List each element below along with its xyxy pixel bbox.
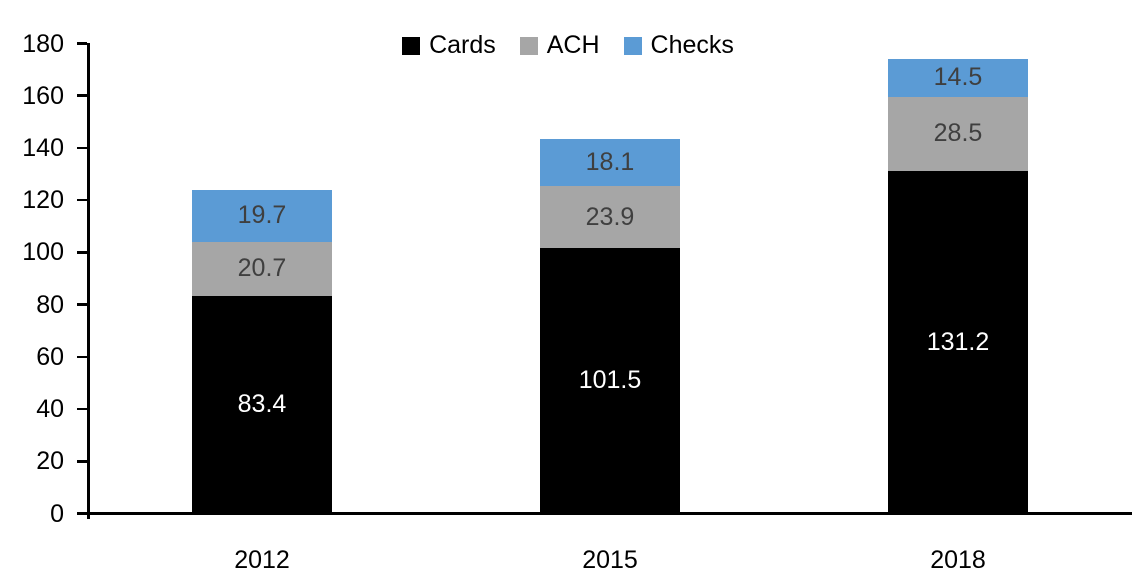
y-axis-tick <box>77 407 87 411</box>
legend-swatch-icon <box>519 36 538 55</box>
bar-value-label: 18.1 <box>585 147 635 176</box>
bar-segment-2015-checks: 18.1 <box>540 138 680 187</box>
legend-label: Checks <box>650 31 734 59</box>
y-axis-tick-label: 0 <box>50 499 64 528</box>
bar-value-label: 20.7 <box>237 254 287 283</box>
y-axis-tick-label: 40 <box>36 395 64 424</box>
y-axis-tick-label: 120 <box>22 186 64 215</box>
bar-value-label: 101.5 <box>578 366 642 395</box>
legend-swatch-icon <box>402 36 421 55</box>
legend-item-cards: Cards <box>402 33 496 58</box>
y-axis-tick <box>77 251 87 254</box>
y-axis-tick <box>77 512 87 515</box>
y-axis-tick <box>77 198 87 202</box>
y-axis-tick-label: 60 <box>36 342 64 371</box>
bar-value-label: 131.2 <box>926 327 990 356</box>
legend-label: ACH <box>546 31 600 59</box>
bar-segment-2015-ach: 23.9 <box>540 186 680 249</box>
bar-value-label: 19.7 <box>237 201 287 230</box>
bar-value-label: 23.9 <box>585 202 635 231</box>
bar-segment-2012-checks: 19.7 <box>192 190 332 242</box>
y-axis-tick <box>77 94 87 97</box>
bar-segment-2018-ach: 28.5 <box>888 96 1028 171</box>
bar-segment-2018-checks: 14.5 <box>888 58 1028 97</box>
legend-label: Cards <box>429 31 496 59</box>
y-axis-tick-label: 140 <box>22 133 64 162</box>
y-axis-tick <box>77 42 87 45</box>
bar-value-label: 14.5 <box>933 63 983 92</box>
y-axis-tick <box>77 460 87 463</box>
y-axis-tick <box>77 303 87 306</box>
y-axis-tick-label: 160 <box>22 81 64 110</box>
bar-segment-2012-cards: 83.4 <box>192 295 332 514</box>
bar-segment-2012-ach: 20.7 <box>192 241 332 296</box>
x-axis-category-label: 2012 <box>234 545 290 574</box>
bar-segment-2015-cards: 101.5 <box>540 248 680 514</box>
legend-swatch-icon <box>623 36 642 55</box>
legend-item-ach: ACH <box>519 31 600 59</box>
bar-segment-2018-cards: 131.2 <box>888 170 1028 514</box>
y-axis-tick <box>77 355 87 359</box>
y-axis-line <box>86 43 90 519</box>
bar-value-label: 83.4 <box>237 390 287 419</box>
x-axis-category-label: 2015 <box>582 545 638 574</box>
x-axis-category-label: 2018 <box>930 545 986 574</box>
x-axis-line <box>77 512 1132 515</box>
legend-item-checks: Checks <box>623 31 734 59</box>
y-axis-tick <box>77 146 87 150</box>
bar-value-label: 28.5 <box>933 119 983 148</box>
y-axis-tick-label: 180 <box>22 29 64 58</box>
y-axis-tick-label: 20 <box>36 447 64 476</box>
y-axis-tick-label: 80 <box>36 290 64 319</box>
y-axis-tick-label: 100 <box>22 238 64 267</box>
chart-legend: Cards ACH Checks <box>0 33 1136 58</box>
